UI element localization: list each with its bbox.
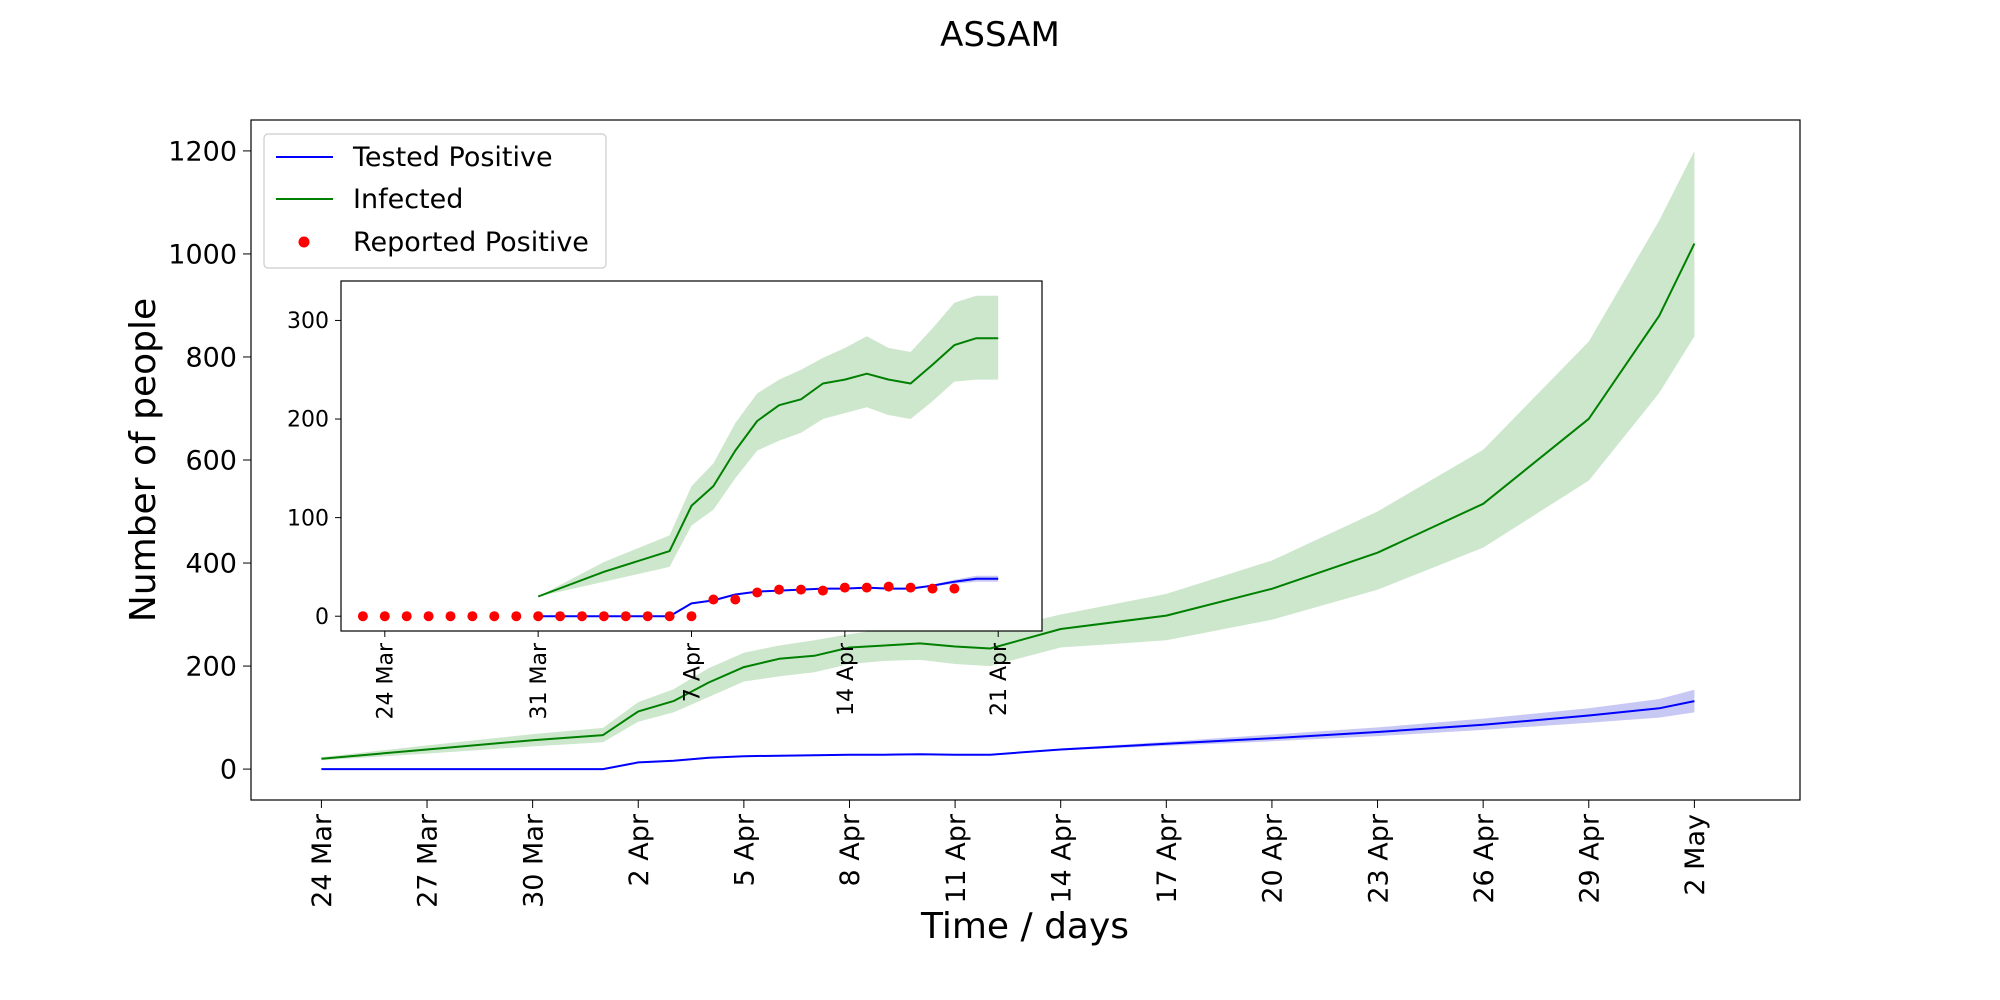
inset-reported-positive-point	[949, 583, 960, 594]
inset-y-tick-label: 0	[315, 605, 329, 630]
main-y-tick-label: 1000	[168, 239, 237, 270]
x-axis-label: Time / days	[920, 906, 1129, 947]
inset-reported-positive-point	[927, 583, 938, 594]
main-y-axis-ticks: 0 200 400 600 800 1000 1200	[168, 136, 251, 786]
inset-reported-positive-point	[883, 581, 894, 592]
chart-title: ASSAM	[940, 15, 1060, 55]
inset-x-axis-ticks: 24 Mar 31 Mar 7 Apr 14 Apr 21 Apr	[374, 631, 1012, 720]
main-x-tick-label: 20 Apr	[1258, 813, 1289, 904]
inset-infected-line	[537, 337, 999, 598]
inset-reported-positive-point	[752, 587, 763, 598]
inset-reported-positive-point	[598, 611, 609, 622]
inset-reported-positive-point	[620, 611, 631, 622]
main-x-tick-label: 30 Mar	[518, 813, 549, 908]
legend: Tested Positive Infected Reported Positi…	[263, 133, 607, 269]
main-x-tick-label: 24 Mar	[307, 813, 338, 908]
inset-reported-positive-point	[577, 611, 587, 622]
main-y-tick-label: 400	[185, 549, 237, 580]
main-x-tick-label: 5 Apr	[730, 813, 761, 886]
inset-x-tick-label: 21 Apr	[987, 642, 1012, 716]
main-x-tick-label: 23 Apr	[1363, 813, 1394, 904]
inset-y-tick-label: 300	[287, 309, 329, 334]
main-y-tick-label: 800	[185, 342, 237, 373]
inset-reported-positive-point	[423, 611, 434, 622]
legend-label-infected: Infected	[353, 184, 463, 215]
main-x-axis-ticks: 24 Mar 27 Mar 30 Mar 2 Apr 5 Apr 8 Apr 11 Apr 1…	[307, 800, 1711, 908]
main-y-tick-label: 600	[185, 445, 237, 476]
main-x-tick-label: 29 Apr	[1575, 813, 1606, 904]
legend-box	[263, 133, 607, 269]
inset-reported-positive-point	[511, 611, 522, 622]
legend-label-reported-positive: Reported Positive	[353, 227, 589, 258]
main-y-tick-label: 200	[185, 652, 237, 683]
inset-reported-positive-point	[555, 611, 566, 622]
main-infected-band	[321, 150, 1695, 761]
legend-label-tested-positive: Tested Positive	[352, 142, 553, 173]
main-tested-positive-line	[321, 700, 1695, 771]
inset-reported-positive-point	[357, 611, 368, 622]
inset-reported-positive-point	[379, 611, 390, 622]
main-x-tick-label: 26 Apr	[1469, 813, 1500, 904]
main-x-tick-label: 8 Apr	[835, 813, 866, 886]
main-plot: 24 Mar 27 Mar 30 Mar 2 Apr 5 Apr 8 Apr 11 Apr 1…	[168, 119, 1801, 908]
inset-reported-positive-point	[467, 611, 478, 622]
inset-reported-positive-point	[664, 611, 675, 622]
y-axis-label: Number of people	[123, 298, 164, 622]
inset-infected-band	[538, 295, 999, 597]
inset-x-tick-label: 31 Mar	[527, 642, 552, 719]
inset-x-tick-label: 14 Apr	[834, 642, 859, 716]
main-infected-line	[321, 243, 1696, 760]
inset-reported-positive-point	[839, 582, 850, 593]
inset-reported-positive-point	[774, 584, 785, 595]
main-x-tick-label: 2 May	[1680, 814, 1711, 896]
main-x-tick-label: 14 Apr	[1046, 813, 1077, 904]
inset-reported-positive-point	[489, 611, 500, 622]
inset-reported-positive-point	[686, 611, 697, 622]
inset-reported-positive-point	[861, 582, 872, 593]
main-series-lines	[321, 243, 1696, 771]
inset-reported-positive-point	[796, 584, 806, 595]
inset-reported-positive-point	[401, 611, 412, 622]
inset-confidence-bands	[538, 295, 999, 617]
inset-tested-positive-line	[538, 577, 999, 618]
inset-x-tick-label: 7 Apr	[680, 642, 705, 702]
inset-y-axis-ticks: 0 100 200 300	[287, 309, 341, 630]
inset-y-tick-label: 200	[287, 408, 329, 433]
main-y-tick-label: 0	[220, 755, 237, 786]
main-y-tick-label: 1200	[168, 136, 237, 167]
inset-reported-positive-point	[533, 611, 544, 622]
inset-reported-positive-point	[817, 585, 828, 596]
inset-series-lines	[537, 337, 999, 618]
inset-y-tick-label: 100	[287, 506, 329, 531]
inset-reported-positive-point	[642, 611, 653, 622]
inset-plot: 24 Mar 31 Mar 7 Apr 14 Apr 21 Apr 0 100 200 300	[287, 280, 1043, 720]
inset-reported-positive-point	[905, 582, 916, 593]
inset-reported-positive-point	[730, 594, 741, 605]
inset-reported-positive-points	[357, 581, 960, 622]
inset-x-tick-label: 24 Mar	[374, 642, 399, 719]
main-x-tick-label: 27 Mar	[413, 813, 444, 908]
inset-reported-positive-point	[445, 611, 456, 622]
legend-swatch-reported-positive	[298, 236, 310, 248]
main-x-tick-label: 2 Apr	[624, 813, 655, 886]
main-x-tick-label: 11 Apr	[941, 813, 972, 904]
main-x-tick-label: 17 Apr	[1152, 813, 1183, 904]
inset-reported-positive-point	[708, 594, 719, 605]
